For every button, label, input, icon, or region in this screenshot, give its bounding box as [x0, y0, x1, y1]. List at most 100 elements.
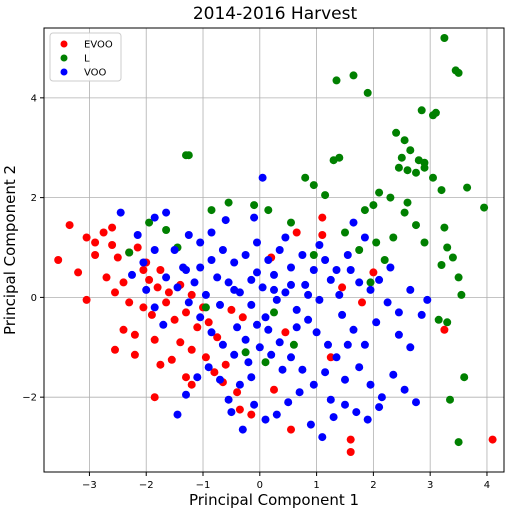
data-point	[375, 275, 384, 284]
data-point	[213, 333, 222, 342]
data-point	[164, 288, 173, 297]
data-point	[372, 318, 381, 327]
data-point	[139, 266, 148, 274]
data-point	[284, 398, 293, 407]
data-point	[247, 410, 256, 419]
data-point	[335, 290, 344, 299]
data-point	[193, 373, 202, 382]
grid	[44, 28, 504, 472]
data-point	[346, 435, 355, 444]
data-point	[221, 360, 230, 369]
data-point	[258, 283, 267, 292]
data-point	[406, 146, 415, 155]
data-point	[454, 438, 463, 447]
data-point	[380, 256, 389, 264]
data-point	[358, 298, 366, 307]
data-point	[227, 305, 236, 314]
data-point	[349, 218, 358, 227]
data-point	[224, 395, 233, 404]
data-point	[423, 295, 432, 304]
data-point	[457, 290, 466, 299]
data-point	[315, 295, 324, 304]
data-point	[207, 328, 216, 337]
data-point	[383, 298, 392, 307]
data-point	[412, 398, 420, 407]
data-point	[309, 380, 318, 389]
data-point	[318, 433, 327, 442]
data-point	[176, 338, 185, 347]
data-point	[326, 395, 335, 404]
legend-marker	[60, 68, 68, 76]
data-point	[403, 198, 412, 207]
data-point	[355, 246, 364, 254]
data-point	[184, 151, 193, 160]
data-point	[420, 163, 429, 172]
data-point	[196, 263, 205, 272]
x-axis-label: Principal Component 1	[189, 491, 359, 509]
y-axis-label: Principal Component 2	[1, 165, 19, 335]
data-point	[281, 328, 290, 337]
data-point	[210, 368, 219, 377]
data-point	[125, 248, 134, 257]
data-point	[142, 285, 151, 294]
data-point	[355, 278, 364, 287]
data-point	[315, 241, 324, 249]
data-point	[417, 310, 426, 319]
x-tick-label: −1	[196, 480, 211, 491]
data-point	[440, 325, 449, 334]
data-point	[258, 173, 267, 182]
legend-box	[49, 32, 122, 82]
data-point	[369, 201, 378, 210]
data-point	[400, 385, 409, 394]
data-point	[119, 278, 128, 287]
data-point	[440, 34, 449, 42]
series-l	[125, 34, 489, 447]
y-tick-label: 0	[31, 293, 37, 304]
legend-marker	[60, 40, 68, 48]
data-point	[306, 420, 315, 429]
data-point	[128, 270, 136, 279]
data-point	[389, 233, 398, 242]
legend-label: VOO	[84, 68, 107, 79]
data-point	[162, 298, 171, 307]
data-point	[221, 216, 230, 225]
data-point	[74, 268, 83, 277]
data-point	[241, 348, 250, 357]
data-point	[145, 275, 154, 284]
data-point	[394, 330, 403, 339]
data-point	[360, 233, 369, 242]
data-point	[170, 315, 179, 324]
data-point	[162, 273, 171, 282]
data-point	[235, 380, 244, 389]
data-point	[366, 380, 375, 389]
data-point	[446, 395, 454, 404]
legend-label: L	[84, 54, 90, 65]
axis-ticks: −3 −2 −1 0 1 2 3 4 −2 0 2 4	[22, 93, 490, 491]
data-point	[403, 166, 412, 175]
data-point	[218, 246, 227, 254]
data-point	[91, 251, 100, 259]
y-tick-label: −2	[22, 393, 37, 404]
data-point	[250, 201, 259, 210]
data-point	[230, 258, 239, 267]
data-point	[392, 128, 401, 137]
data-point	[111, 288, 119, 297]
data-point	[360, 206, 369, 215]
x-tick-label: −2	[139, 480, 154, 491]
data-point	[150, 246, 159, 254]
data-point	[338, 310, 347, 319]
data-point	[329, 413, 338, 422]
data-point	[420, 238, 429, 247]
y-tick-label: 4	[31, 93, 37, 104]
data-point	[253, 238, 261, 247]
data-point	[326, 275, 335, 284]
data-point	[321, 256, 330, 264]
data-point	[119, 325, 128, 334]
data-point	[341, 375, 349, 384]
data-point	[437, 261, 446, 269]
data-point	[304, 290, 313, 299]
data-point	[54, 256, 63, 264]
data-point	[287, 218, 295, 227]
data-point	[218, 340, 227, 349]
